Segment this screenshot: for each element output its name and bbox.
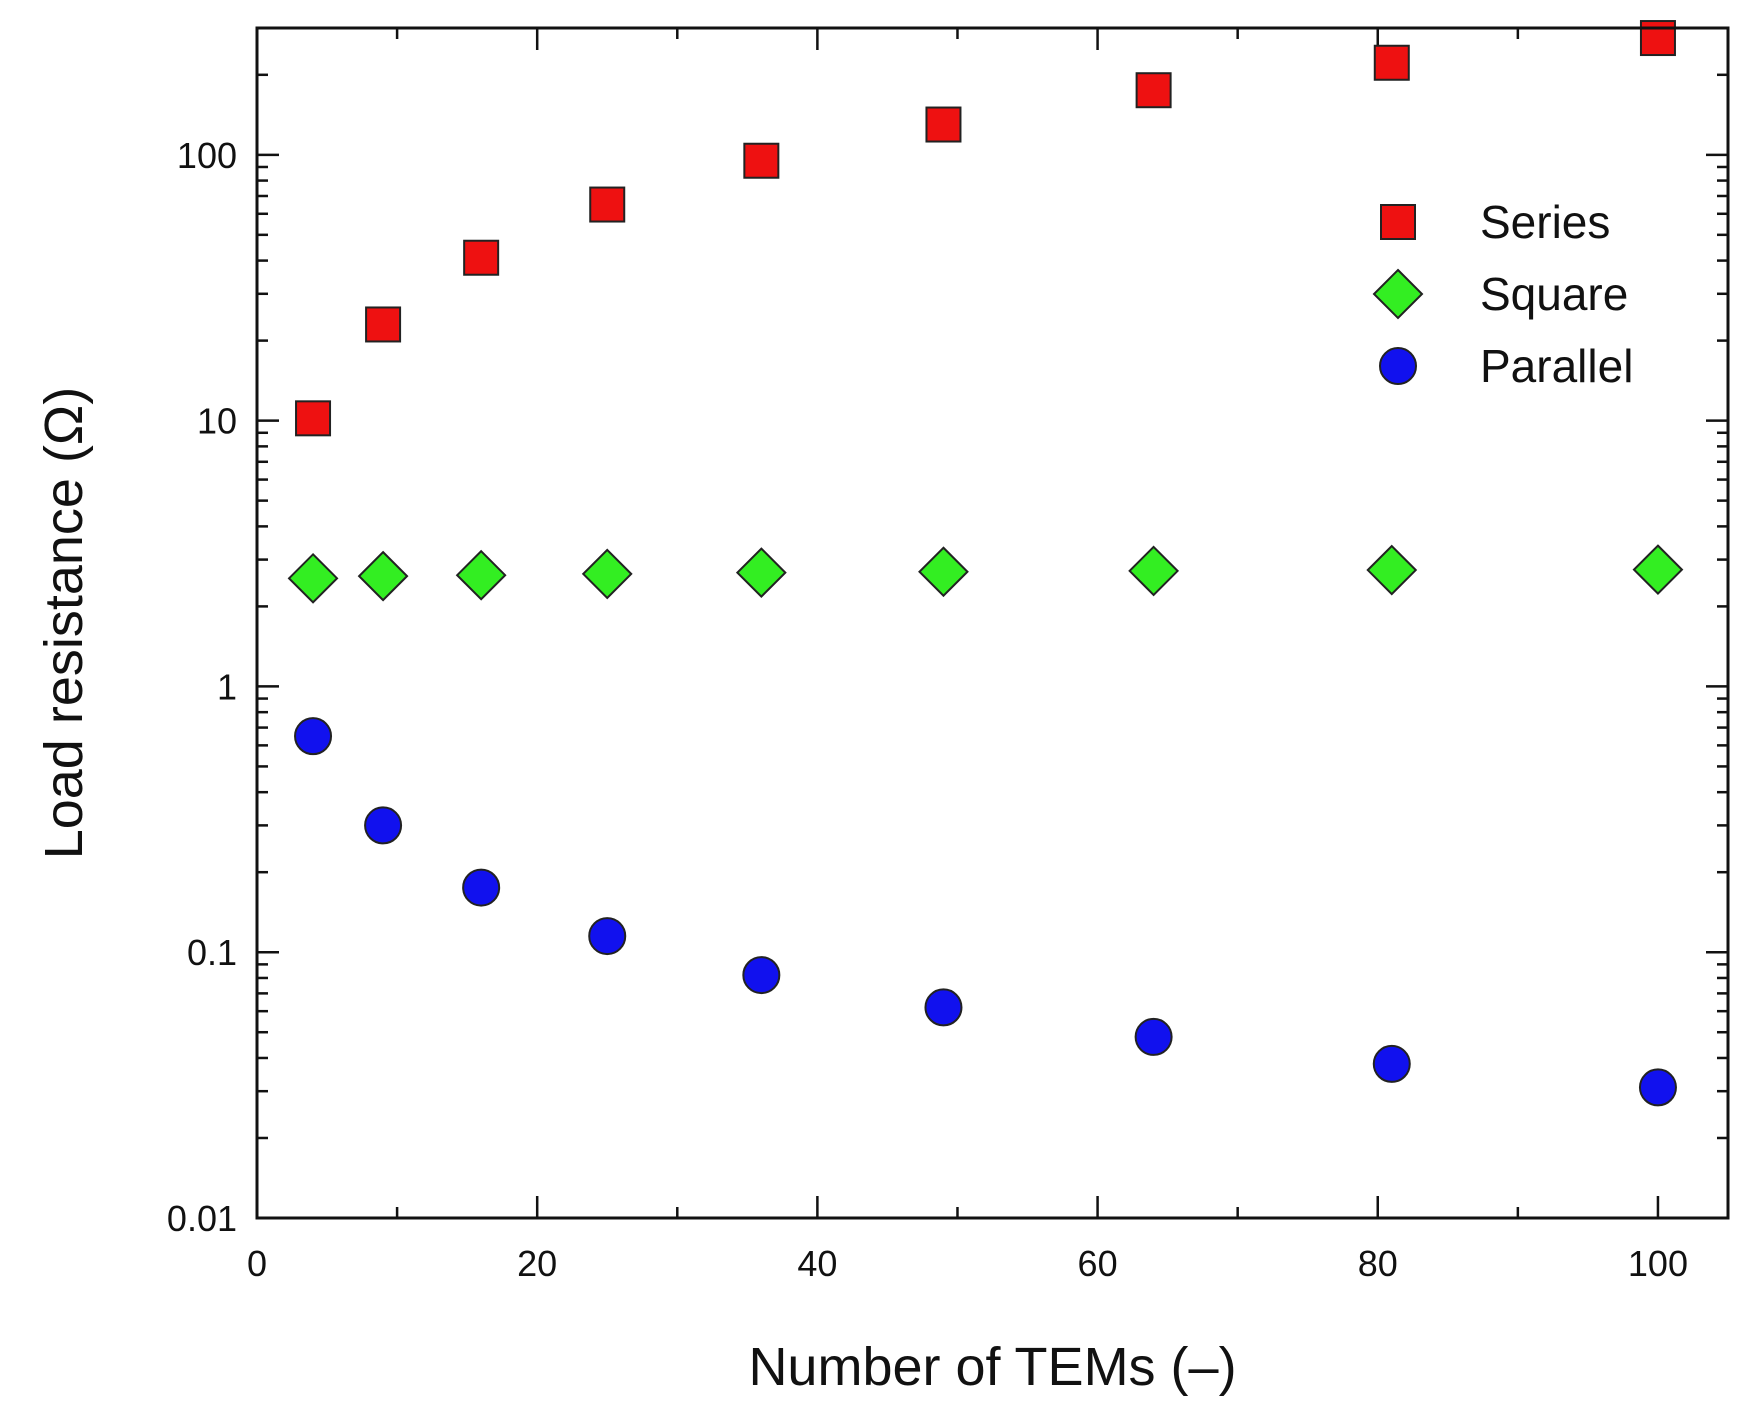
square-point xyxy=(455,549,507,601)
series-point xyxy=(1373,44,1410,81)
x-tick-label: 80 xyxy=(1358,1243,1398,1284)
square-point xyxy=(357,550,409,602)
parallel-point xyxy=(364,806,403,845)
legend-square-marker xyxy=(1372,268,1424,320)
series-point xyxy=(743,142,780,179)
y-tick-label: 1 xyxy=(217,666,237,707)
y-tick-label: 0.1 xyxy=(187,932,237,973)
series-point xyxy=(589,186,626,223)
parallel-point xyxy=(1372,1044,1411,1083)
parallel-point xyxy=(1134,1017,1173,1056)
parallel-point xyxy=(294,717,333,756)
square-point xyxy=(735,547,787,599)
square-point xyxy=(1632,544,1684,596)
series-point xyxy=(463,239,500,276)
series-point xyxy=(1639,20,1676,57)
marks-layer xyxy=(287,20,1684,1107)
y-tick-label: 100 xyxy=(177,135,237,176)
legend-square-label: Square xyxy=(1480,268,1628,320)
legend-parallel-marker xyxy=(1379,347,1417,385)
y-tick-label: 0.01 xyxy=(167,1198,237,1239)
parallel-point xyxy=(1638,1068,1677,1107)
x-tick-label: 100 xyxy=(1628,1243,1688,1284)
x-tick-label: 20 xyxy=(517,1243,557,1284)
parallel-point xyxy=(742,956,781,995)
legend: Series Square Parallel xyxy=(1372,196,1633,392)
legend-parallel-label: Parallel xyxy=(1480,340,1633,392)
series-point xyxy=(1135,72,1172,109)
x-axis-title: Number of TEMs (–) xyxy=(748,1337,1236,1397)
ticks-layer: 0 20 40 60 80 100 0.01 0.1 1 10 100 xyxy=(167,26,1728,1284)
square-point xyxy=(918,546,969,598)
parallel-point xyxy=(462,868,501,907)
plot-frame xyxy=(255,26,1730,1220)
square-point xyxy=(1128,545,1180,597)
square-point xyxy=(581,548,633,600)
y-tick-label: 10 xyxy=(197,401,237,442)
series-point xyxy=(365,306,402,343)
square-point xyxy=(1366,544,1418,596)
x-tick-label: 0 xyxy=(247,1243,267,1284)
parallel-point xyxy=(588,917,627,956)
y-axis-title: Load resistance (Ω) xyxy=(34,387,94,860)
parallel-point xyxy=(924,988,963,1027)
square-point xyxy=(287,552,339,604)
legend-series-label: Series xyxy=(1480,196,1610,248)
x-tick-label: 40 xyxy=(797,1243,837,1284)
x-tick-label: 60 xyxy=(1078,1243,1118,1284)
series-point xyxy=(925,106,962,143)
series-point xyxy=(295,400,332,437)
legend-series-marker xyxy=(1380,204,1416,240)
